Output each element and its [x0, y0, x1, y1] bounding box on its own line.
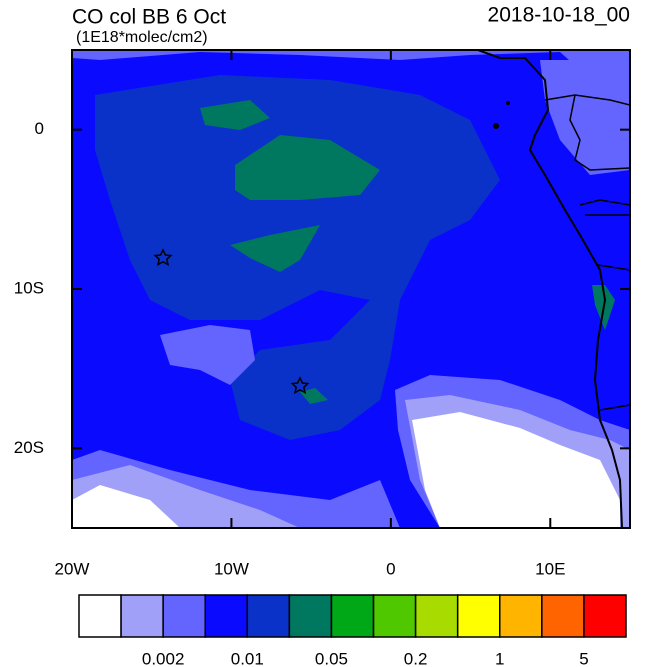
- map-field: [72, 50, 630, 528]
- y-tick-label: 10S: [14, 278, 44, 297]
- colorbar-label: 5: [579, 649, 588, 667]
- colorbar-label: 1: [495, 649, 504, 667]
- colorbar-box: [204, 594, 249, 638]
- colorbar-box: [372, 594, 417, 638]
- subtitle: (1E18*molec/cm2): [76, 29, 208, 46]
- site-marker: [153, 248, 310, 395]
- colorbar-box: [78, 594, 122, 638]
- colorbar-box: [246, 594, 291, 638]
- colorbar-box: [330, 594, 375, 638]
- colorbar-label: 0.05: [315, 649, 348, 667]
- colorbar-box: [499, 594, 543, 638]
- colorbar-box: [541, 594, 585, 638]
- colorbar-box: [583, 594, 627, 638]
- x-tick-label: 20W: [55, 559, 90, 578]
- x-tick-label: 10E: [535, 559, 565, 578]
- y-tick-label: 20S: [14, 438, 44, 457]
- colorbar-label: 0.2: [404, 649, 428, 667]
- date: 2018-10-18_00: [488, 4, 630, 27]
- title: CO col BB 6 Oct: [72, 6, 226, 29]
- colorbar-box: [456, 594, 501, 638]
- colorbar-box: [162, 594, 206, 638]
- y-tick-label: 0: [35, 119, 44, 138]
- colorbar-label: 0.002: [142, 649, 185, 667]
- colorbar: 0.002 0.01 0.05 0.2 1 5: [78, 594, 627, 667]
- colorbar-box: [288, 594, 333, 638]
- colorbar-label: 0.01: [231, 649, 264, 667]
- colorbar-box: [120, 594, 164, 638]
- x-tick-label: 10W: [214, 559, 249, 578]
- colorbar-box: [414, 594, 459, 638]
- axes: 20W 10W 0 10E 0 10S 20S: [14, 50, 630, 578]
- x-tick-label: 0: [386, 559, 395, 578]
